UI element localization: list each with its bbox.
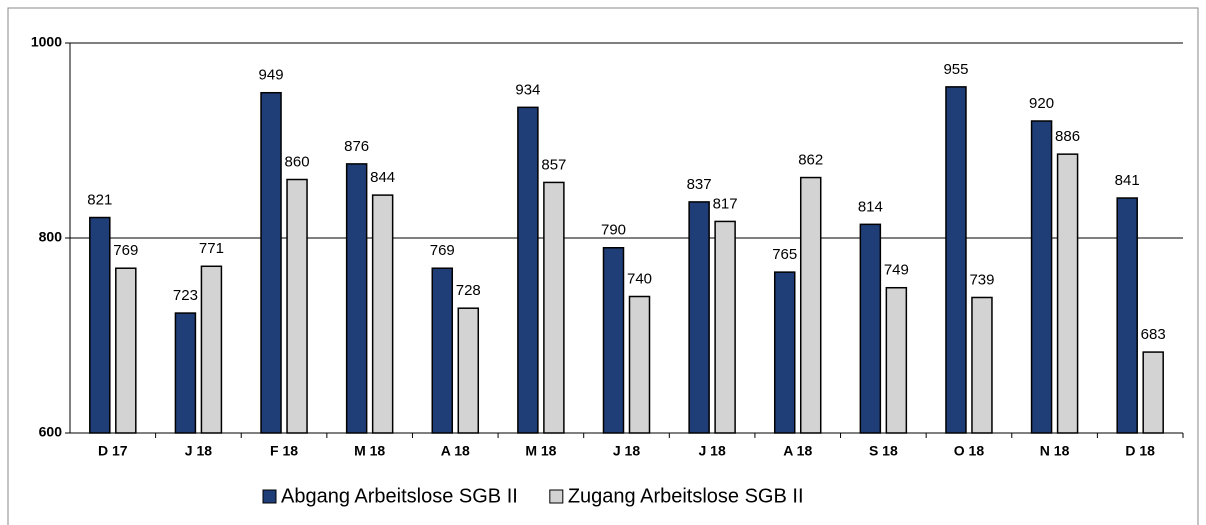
bar (457, 307, 480, 434)
data-label: 739 (969, 271, 994, 288)
data-label: 790 (601, 222, 626, 239)
bar (431, 267, 454, 434)
data-label: 728 (456, 282, 481, 299)
data-label: 769 (113, 242, 138, 259)
data-label: 955 (943, 61, 968, 78)
legend-label: Zugang Arbeitslose SGB II (568, 485, 804, 507)
data-label: 886 (1055, 128, 1080, 145)
bar (1056, 153, 1079, 434)
data-label: 860 (285, 153, 310, 170)
bar (1142, 351, 1164, 434)
data-label: 814 (858, 198, 883, 215)
bar (688, 201, 710, 434)
y-tick-label: 600 (39, 424, 63, 440)
data-label: 765 (772, 246, 797, 263)
x-tick-label: M 18 (525, 443, 556, 459)
bar (971, 296, 993, 434)
data-label: 876 (344, 138, 369, 155)
x-tick-label: O 18 (954, 443, 985, 459)
x-tick-label: A 18 (783, 443, 812, 459)
x-tick-label: N 18 (1040, 443, 1070, 459)
bar (1030, 120, 1053, 434)
x-tick-label: J 18 (698, 443, 725, 459)
bar (200, 265, 223, 434)
bar (286, 178, 308, 434)
data-label: 817 (713, 195, 738, 212)
legend-swatch (262, 489, 277, 504)
bar (371, 194, 394, 434)
y-tick-label: 800 (39, 229, 63, 245)
data-label: 723 (173, 287, 198, 304)
bar (543, 181, 565, 434)
bar (885, 286, 908, 434)
x-tick-label: A 18 (441, 443, 470, 459)
bar (602, 247, 625, 434)
legend-label: Abgang Arbeitslose SGB II (281, 485, 518, 507)
x-tick-label: F 18 (270, 443, 298, 459)
data-label: 740 (627, 270, 652, 287)
data-label: 683 (1141, 326, 1166, 343)
bar (799, 176, 822, 434)
x-tick-label: D 17 (98, 443, 128, 459)
data-label: 841 (1115, 172, 1140, 189)
data-label: 949 (259, 67, 284, 84)
data-label: 857 (541, 156, 566, 173)
x-tick-label: J 18 (185, 443, 212, 459)
data-label: 862 (798, 152, 823, 169)
bar (945, 86, 967, 434)
data-label: 769 (430, 242, 455, 259)
bar (345, 163, 368, 434)
x-tick-label: S 18 (869, 443, 898, 459)
bar (773, 271, 796, 434)
x-tick-label: J 18 (613, 443, 640, 459)
x-tick-label: M 18 (354, 443, 385, 459)
bar (89, 216, 111, 434)
bar (1116, 197, 1138, 434)
bar (115, 267, 137, 434)
data-label: 749 (884, 262, 909, 279)
bar (859, 223, 882, 434)
y-tick-label: 1000 (31, 34, 62, 50)
data-label: 934 (515, 81, 540, 98)
data-label: 821 (87, 191, 112, 208)
bar (517, 106, 539, 434)
data-label: 844 (370, 169, 395, 186)
bar (174, 312, 197, 434)
bar (260, 91, 282, 434)
bar (714, 220, 736, 434)
x-tick-label: D 18 (1125, 443, 1155, 459)
data-label: 771 (199, 240, 224, 257)
data-label: 920 (1029, 95, 1054, 112)
bar (628, 295, 651, 434)
legend-swatch (549, 489, 564, 504)
data-label: 837 (687, 176, 712, 193)
